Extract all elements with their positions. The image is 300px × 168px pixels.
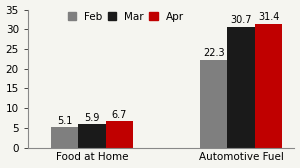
Bar <box>106 121 133 148</box>
Legend: Feb, Mar, Apr: Feb, Mar, Apr <box>68 12 184 22</box>
Text: 31.4: 31.4 <box>258 12 279 22</box>
Bar <box>78 124 106 148</box>
Bar <box>200 60 227 148</box>
Text: 30.7: 30.7 <box>230 15 252 25</box>
Bar <box>227 27 255 148</box>
Text: 6.7: 6.7 <box>112 110 127 120</box>
Bar <box>51 128 78 148</box>
Text: 22.3: 22.3 <box>203 48 224 58</box>
Bar <box>255 24 282 148</box>
Text: 5.9: 5.9 <box>84 113 100 123</box>
Text: 5.1: 5.1 <box>57 116 72 126</box>
